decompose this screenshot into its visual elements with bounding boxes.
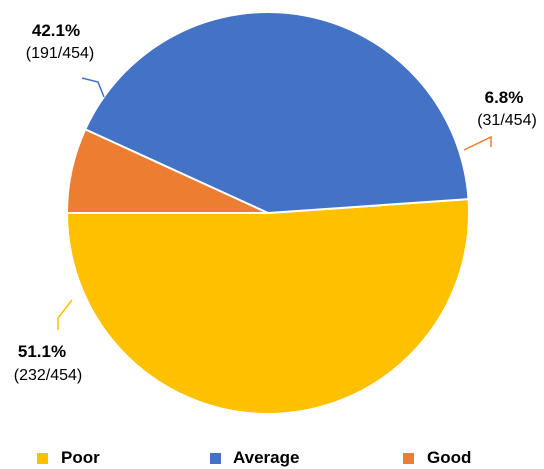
legend-label-average: Average	[233, 448, 299, 467]
legend: Poor Average Good	[37, 448, 471, 467]
leader-lines	[57, 77, 492, 330]
data-label-poor-percent: 51.1%	[18, 342, 66, 361]
pie-slice-poor	[66, 198, 470, 415]
data-label-good-count: (31/454)	[477, 112, 537, 129]
pie-slices	[66, 11, 470, 415]
data-label-good-percent: 6.8%	[485, 88, 524, 107]
pie-slice-average	[84, 11, 470, 214]
legend-item-good: Good	[403, 448, 471, 467]
legend-label-poor: Poor	[61, 448, 100, 467]
legend-item-poor: Poor	[37, 448, 100, 467]
leader-line-poor	[57, 299, 73, 330]
data-label-poor: 51.1% (232/454)	[14, 342, 83, 384]
legend-item-average: Average	[210, 448, 299, 467]
leader-line-good	[463, 135, 492, 151]
data-label-average: 42.1% (191/454)	[26, 21, 95, 62]
legend-swatch-average	[210, 453, 221, 464]
data-label-good: 6.8% (31/454)	[477, 88, 537, 129]
data-label-poor-count: (232/454)	[14, 367, 83, 384]
data-label-average-percent: 42.1%	[32, 21, 80, 40]
legend-swatch-poor	[37, 453, 48, 464]
legend-label-good: Good	[427, 448, 471, 467]
pie-slice-good	[66, 128, 269, 214]
legend-swatch-good	[403, 453, 414, 464]
leader-line-average	[81, 77, 105, 98]
data-label-average-count: (191/454)	[26, 45, 95, 62]
